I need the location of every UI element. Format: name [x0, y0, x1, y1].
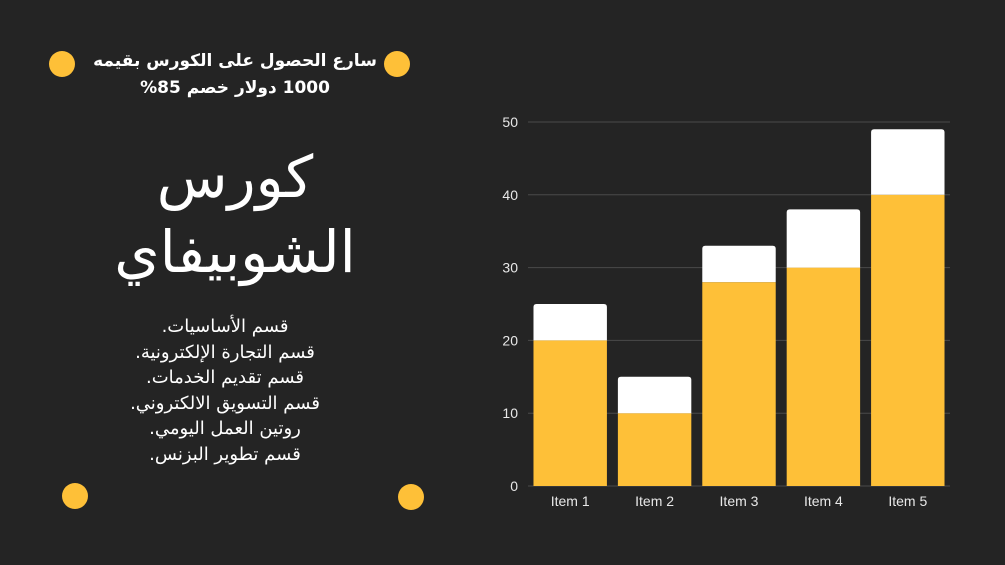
bar-segment: [871, 194, 945, 487]
bar-segment: [617, 376, 692, 414]
decorative-dot-bottom-left: [62, 483, 88, 509]
x-tick-label: Item 4: [804, 493, 843, 509]
feature-item: قسم التسويق الالكتروني.: [130, 392, 320, 414]
feature-item: روتين العمل اليومي.: [149, 418, 301, 439]
y-tick-label: 40: [502, 187, 518, 203]
promo-line-1: سارع الحصول على الكورس بقيمه: [93, 51, 377, 71]
bar-segment: [786, 209, 861, 268]
bar-segment: [533, 340, 607, 486]
feature-item: قسم التجارة الإلكترونية.: [135, 341, 315, 363]
y-tick-label: 10: [502, 405, 518, 421]
y-tick-label: 0: [510, 478, 518, 494]
bar-segment: [702, 245, 776, 283]
course-title-line-1: كورس: [156, 143, 314, 211]
bar-segment: [533, 304, 607, 341]
decorative-dot-top-right: [384, 51, 410, 77]
bar-segment: [617, 413, 692, 486]
x-tick-label: Item 1: [551, 493, 590, 509]
feature-item: قسم الأساسيات.: [161, 316, 289, 337]
promo-line-2: 1000 دولار خصم 85%: [140, 78, 330, 98]
feature-item: قسم تقديم الخدمات.: [146, 367, 304, 388]
y-tick-label: 20: [502, 332, 518, 348]
x-tick-label: Item 3: [720, 493, 759, 509]
decorative-dot-bottom-right: [398, 484, 424, 510]
x-tick-label: Item 5: [888, 493, 927, 509]
course-title-line-2: الشوبيفاي: [114, 218, 356, 286]
x-tick-label: Item 2: [635, 493, 674, 509]
bar-segment: [702, 282, 776, 486]
bar-segment: [871, 129, 945, 195]
promo-text: سارع الحصول على الكورس بقيمه 1000 دولار …: [90, 48, 380, 102]
feature-list: قسم الأساسيات. قسم التجارة الإلكترونية. …: [70, 314, 380, 467]
feature-item: قسم تطوير البزنس.: [149, 443, 301, 465]
stacked-bar-chart: 0 10 20 30 40 50 Item 1 Item 2 Item 3 Item 4 Item …: [502, 114, 950, 509]
course-title: كورس الشوبيفاي: [60, 140, 410, 290]
decorative-dot-top-left: [49, 51, 75, 77]
y-tick-label: 30: [502, 260, 518, 276]
bar-segment: [786, 267, 861, 486]
y-tick-label: 50: [502, 114, 518, 130]
